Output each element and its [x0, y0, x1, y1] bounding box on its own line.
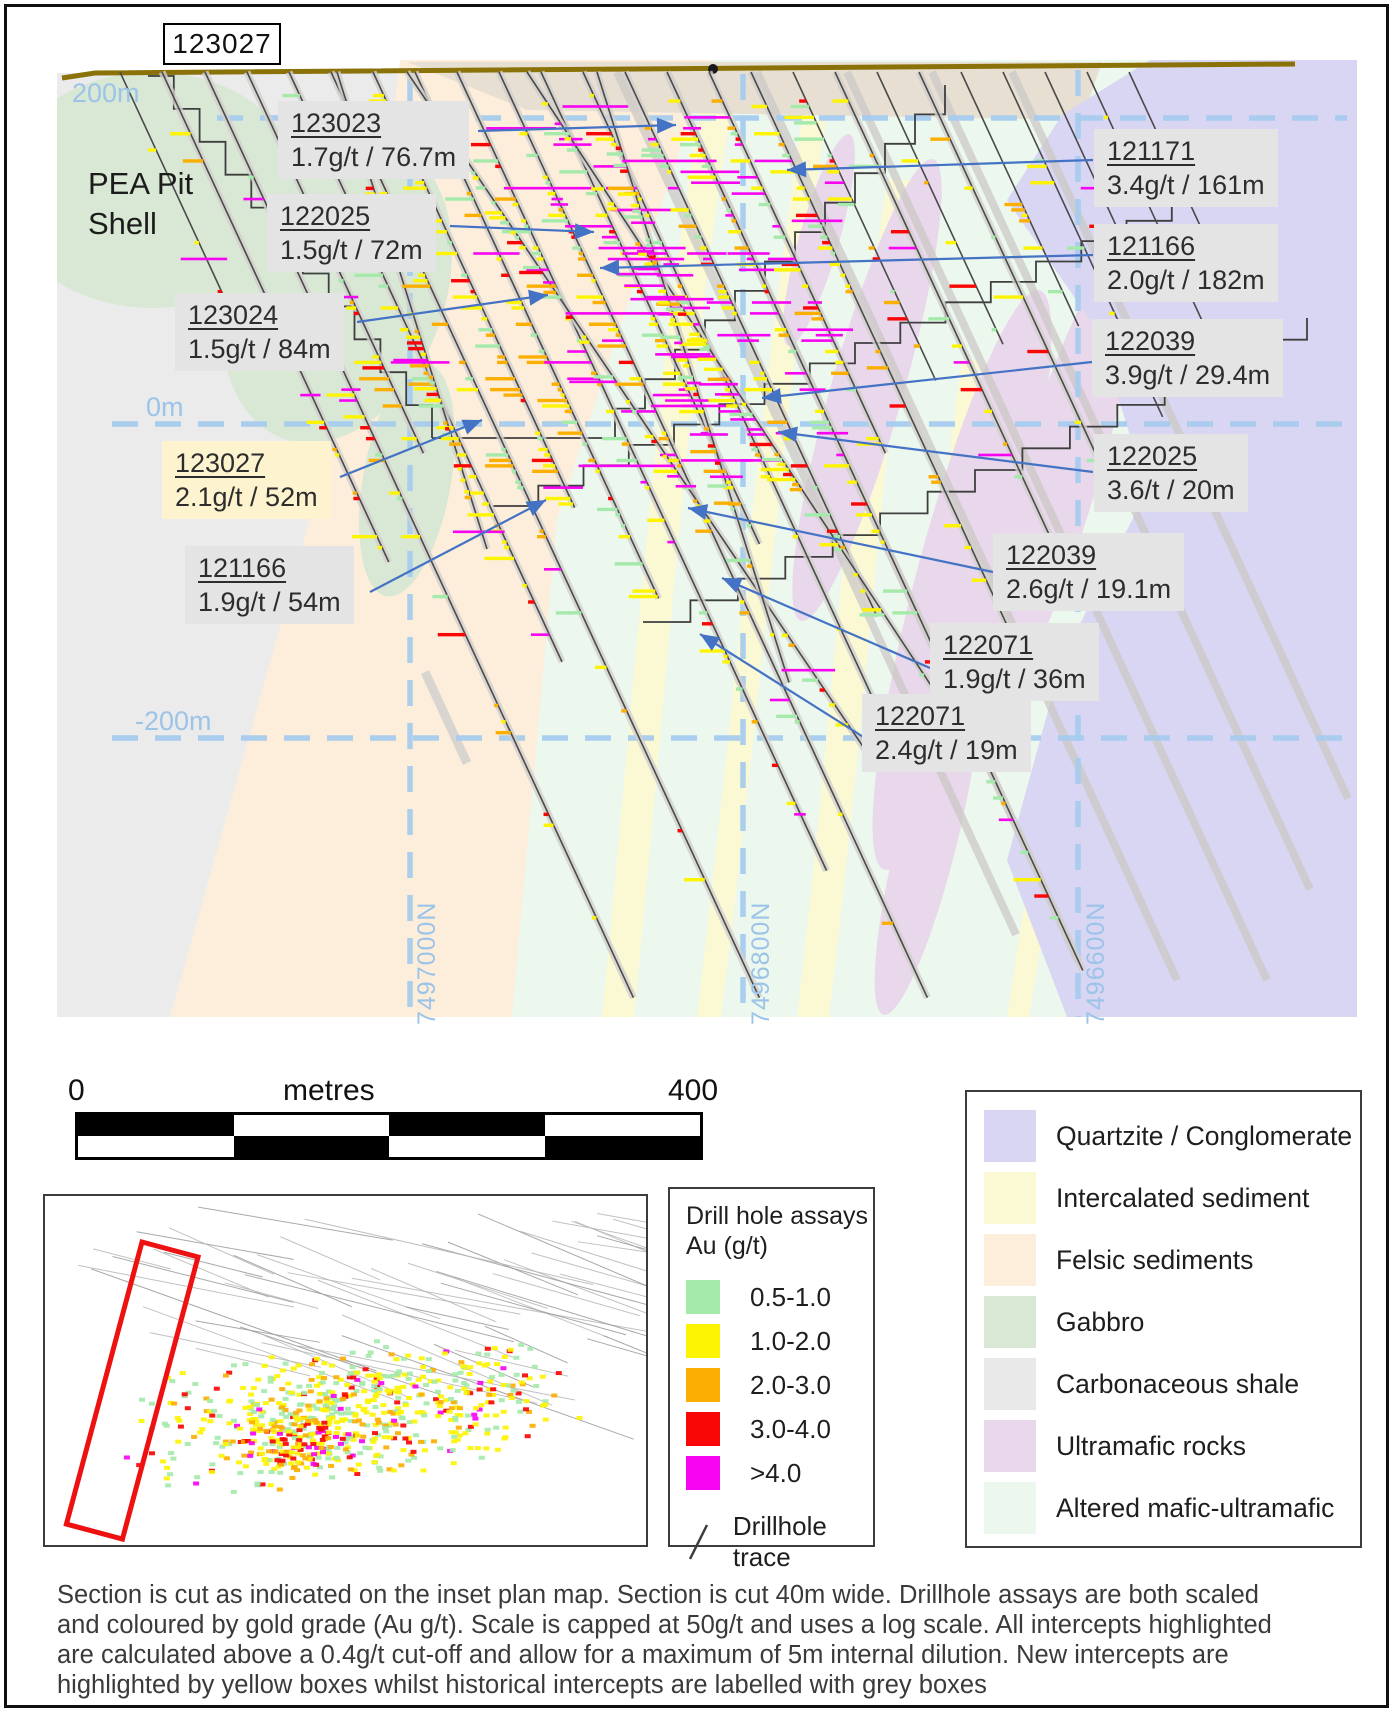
callout-arrows-layer — [339, 117, 1094, 739]
callout-123027-new: 123027 2.1g/t / 52m — [162, 441, 331, 519]
geology-swatch-felsic — [984, 1234, 1036, 1286]
drillhole-trace-label: Drillhole trace — [732, 1511, 827, 1572]
scalebar-cell — [78, 1115, 234, 1136]
scalebar-cell — [233, 1136, 389, 1157]
caption-line: Section is cut as indicated on the inset… — [57, 1581, 1259, 1609]
callout-121166-a: 121166 1.9g/t / 54m — [185, 546, 354, 624]
callout-123024: 123024 1.5g/t / 84m — [175, 293, 344, 371]
scalebar-end-label: 400 — [668, 1074, 719, 1107]
assay-legend: Drill hole assays Au (g/t) 0.5-1.0 1.0-2… — [668, 1187, 875, 1572]
assay-legend-row: 2.0-3.0 — [686, 1363, 873, 1407]
northing-label-7496600N: 7496600N — [1082, 901, 1110, 1025]
assay-swatch-2.0-3.0 — [686, 1368, 720, 1402]
northing-label-7497000N: 7497000N — [413, 901, 441, 1025]
caption-line: and coloured by gold grade (Au g/t). Sca… — [57, 1611, 1272, 1639]
scalebar-cell — [78, 1136, 234, 1157]
assay-legend-trace-row: Drillhole trace — [686, 1511, 873, 1573]
geology-swatch-carbonaceous — [984, 1358, 1036, 1410]
assay-legend-row: 1.0-2.0 — [686, 1319, 873, 1363]
scalebar — [75, 1112, 703, 1160]
section-title: 123027 — [172, 28, 272, 59]
assay-swatch-gt4.0 — [686, 1456, 720, 1490]
scalebar-zero-label: 0 — [68, 1074, 85, 1107]
geology-swatch-intercalated — [984, 1172, 1036, 1224]
callout-122039-b: 122039 2.6g/t / 19.1m — [993, 533, 1185, 611]
geology-swatch-altered — [984, 1482, 1036, 1534]
assay-swatch-1.0-2.0 — [686, 1324, 720, 1358]
geology-legend: Quartzite / Conglomerate Intercalated se… — [965, 1090, 1362, 1548]
caption-line: highlighted by yellow boxes whilst histo… — [57, 1671, 987, 1699]
scalebar-cell — [389, 1115, 545, 1136]
assay-legend-row: >4.0 — [686, 1451, 873, 1495]
assay-swatch-3.0-4.0 — [686, 1412, 720, 1446]
inset-plan-map — [43, 1194, 905, 1547]
geology-legend-row: Intercalated sediment — [984, 1167, 1360, 1229]
callout-123023: 123023 1.7g/t / 76.7m — [278, 101, 470, 179]
callout-122039-a: 122039 3.9g/t / 29.4m — [1092, 319, 1284, 397]
pea-pit-shell-label: PEA Pit Shell — [88, 166, 194, 241]
assay-legend-title: Drill hole assays — [686, 1202, 869, 1230]
northing-label-7496800N: 7496800N — [747, 901, 775, 1025]
figure-caption: Section is cut as indicated on the inset… — [57, 1580, 1357, 1700]
callout-122071-b: 122071 2.4g/t / 19m — [862, 694, 1031, 772]
scalebar-cell — [544, 1136, 700, 1157]
geology-legend-row: Gabbro — [984, 1291, 1360, 1353]
scalebar-cell — [233, 1115, 389, 1136]
caption-line: are calculated above a 0.4g/t cut-off an… — [57, 1641, 1229, 1669]
geology-legend-row: Ultramafic rocks — [984, 1415, 1360, 1477]
scalebar-unit-label: metres — [283, 1074, 375, 1107]
depth-label-minus200m: -200m — [135, 706, 212, 736]
geology-legend-row: Carbonaceous shale — [984, 1353, 1360, 1415]
callout-121166-b: 121166 2.0g/t / 182m — [1094, 224, 1278, 302]
section-title-box: 123027 — [163, 23, 281, 65]
callout-122025-a: 122025 1.5g/t / 72m — [267, 194, 436, 272]
inset-drillhole-traces — [78, 1206, 905, 1440]
assay-swatch-0.5-1.0 — [686, 1280, 720, 1314]
drillhole-trace-icon — [688, 1524, 709, 1560]
inset-plan-canvas — [63, 1206, 905, 1543]
inset-assay-cloud — [123, 1339, 583, 1494]
geology-felsic-sediments-region — [170, 60, 712, 1017]
scalebar-cell — [544, 1115, 700, 1136]
depth-label-0m: 0m — [146, 392, 184, 422]
assay-legend-row: 0.5-1.0 — [686, 1275, 873, 1319]
depth-label-200m: 200m — [72, 78, 140, 108]
geology-legend-row: Felsic sediments — [984, 1229, 1360, 1291]
callout-121171: 121171 3.4g/t / 161m — [1094, 129, 1278, 207]
topography-line — [61, 61, 1296, 81]
assay-legend-row: 3.0-4.0 — [686, 1407, 873, 1451]
geology-swatch-ultramafic — [984, 1420, 1036, 1472]
callout-122071-a: 122071 1.9g/t / 36m — [930, 623, 1099, 701]
geology-swatch-quartzite — [984, 1110, 1036, 1162]
figure-border — [4, 4, 1389, 1708]
assay-legend-subtitle: Au (g/t) — [686, 1232, 768, 1260]
geology-legend-row: Quartzite / Conglomerate — [984, 1105, 1360, 1167]
callout-122025-b: 122025 3.6/t / 20m — [1094, 434, 1248, 512]
section-location-rect — [63, 1238, 202, 1543]
geology-swatch-gabbro — [984, 1296, 1036, 1348]
scalebar-cell — [389, 1136, 545, 1157]
geology-legend-row: Altered mafic-ultramafic — [984, 1477, 1360, 1539]
